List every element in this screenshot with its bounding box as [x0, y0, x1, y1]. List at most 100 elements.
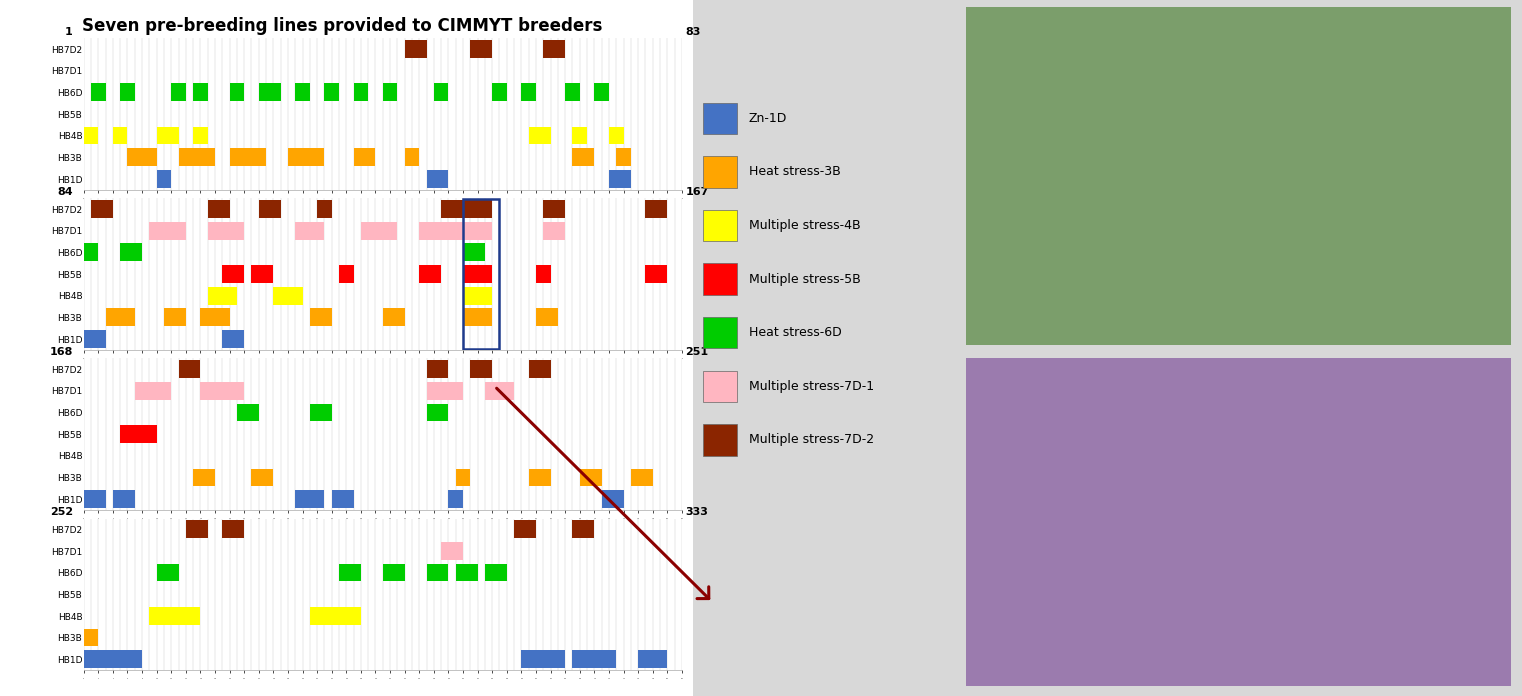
Bar — [463, 265, 492, 283]
Bar — [594, 84, 609, 101]
Bar — [470, 40, 492, 58]
Bar — [91, 200, 113, 218]
Bar — [222, 520, 244, 538]
Bar — [230, 84, 244, 101]
Bar — [514, 520, 536, 538]
Bar — [463, 200, 492, 218]
Bar — [193, 84, 207, 101]
Bar — [237, 404, 259, 421]
Bar — [288, 148, 324, 166]
Bar — [178, 360, 201, 378]
Bar — [193, 468, 215, 487]
Bar — [259, 84, 280, 101]
Bar — [295, 222, 324, 239]
Bar — [295, 84, 310, 101]
Text: 168: 168 — [49, 347, 73, 357]
Bar — [105, 308, 135, 326]
Text: 333: 333 — [685, 507, 708, 517]
Text: 251: 251 — [685, 347, 709, 357]
Bar — [135, 382, 172, 400]
Bar — [565, 84, 580, 101]
Bar — [609, 170, 630, 188]
Bar — [222, 330, 244, 348]
Text: Multiple stress-4B: Multiple stress-4B — [749, 219, 860, 232]
Bar — [193, 127, 207, 145]
Bar — [332, 490, 353, 508]
Bar — [324, 84, 339, 101]
Bar — [251, 468, 274, 487]
Bar — [572, 650, 616, 668]
Bar — [572, 127, 587, 145]
Text: 83: 83 — [685, 27, 700, 37]
Bar — [645, 200, 667, 218]
Bar — [455, 564, 478, 581]
Bar — [405, 148, 419, 166]
Bar — [157, 564, 178, 581]
Bar — [580, 468, 601, 487]
Bar — [384, 84, 397, 101]
Bar — [528, 360, 551, 378]
Bar — [207, 222, 244, 239]
Bar — [353, 84, 368, 101]
Bar — [536, 265, 551, 283]
Bar — [543, 200, 565, 218]
Text: 252: 252 — [50, 507, 73, 517]
Bar — [522, 84, 536, 101]
Bar — [384, 308, 405, 326]
Bar — [536, 308, 559, 326]
Bar — [135, 425, 157, 443]
Bar — [426, 170, 449, 188]
Bar — [120, 650, 142, 668]
Bar — [128, 148, 157, 166]
Text: 84: 84 — [58, 187, 73, 197]
Bar — [251, 265, 274, 283]
Bar — [434, 84, 449, 101]
Bar — [470, 360, 492, 378]
Bar — [353, 148, 376, 166]
Text: 167: 167 — [685, 187, 709, 197]
Bar — [463, 200, 499, 349]
Bar — [120, 244, 142, 261]
Bar — [486, 564, 507, 581]
Bar — [310, 404, 332, 421]
Bar — [201, 382, 244, 400]
Bar — [339, 564, 361, 581]
Bar — [84, 628, 99, 647]
Bar — [419, 222, 463, 239]
Text: Zn-1D: Zn-1D — [749, 112, 787, 125]
Bar — [426, 360, 449, 378]
Bar — [426, 404, 449, 421]
Bar — [426, 564, 449, 581]
Bar — [178, 148, 215, 166]
Bar — [463, 287, 492, 305]
Bar — [361, 222, 397, 239]
Bar — [543, 40, 565, 58]
Bar — [441, 542, 463, 560]
Bar — [492, 84, 507, 101]
Bar — [384, 564, 405, 581]
Text: Multiple stress-7D-1: Multiple stress-7D-1 — [749, 380, 874, 393]
Bar — [486, 382, 514, 400]
Bar — [84, 244, 99, 261]
Bar — [84, 490, 105, 508]
Bar — [405, 40, 426, 58]
Bar — [543, 222, 565, 239]
Bar — [164, 308, 186, 326]
Bar — [274, 287, 303, 305]
Bar — [120, 84, 135, 101]
Text: Multiple stress-5B: Multiple stress-5B — [749, 273, 860, 285]
Bar — [463, 308, 492, 326]
Bar — [84, 650, 120, 668]
Bar — [172, 84, 186, 101]
Bar — [339, 265, 353, 283]
Bar — [186, 520, 207, 538]
Bar — [157, 127, 178, 145]
Bar — [310, 607, 361, 625]
Bar — [84, 127, 99, 145]
Bar — [91, 84, 105, 101]
Bar — [455, 468, 470, 487]
Bar — [207, 200, 230, 218]
Text: Multiple stress-7D-2: Multiple stress-7D-2 — [749, 434, 874, 446]
Bar — [449, 490, 463, 508]
Bar — [317, 200, 332, 218]
